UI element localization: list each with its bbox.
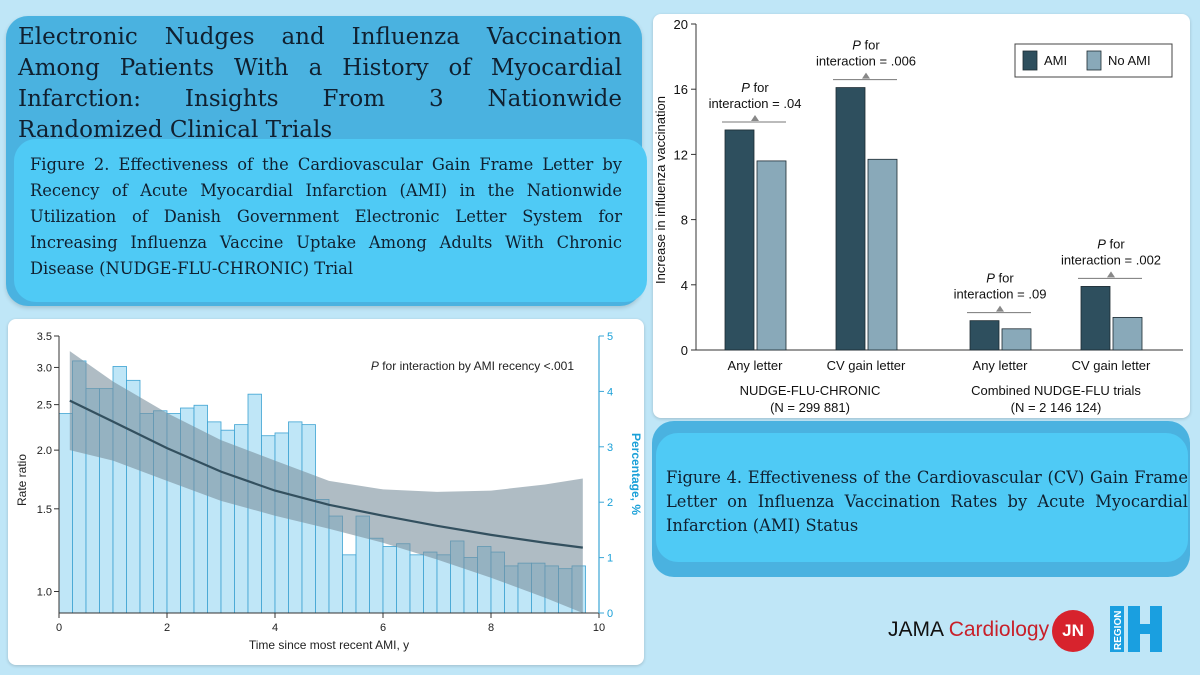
group-label: Combined NUDGE-FLU trials — [971, 383, 1141, 398]
y-tick-label: 2.5 — [37, 400, 52, 412]
p-for-label: P for — [852, 38, 880, 53]
x-axis-label: Time since most recent AMI, y — [249, 638, 409, 652]
y-tick-label: 8 — [681, 213, 688, 228]
bar-ami-2 — [835, 87, 866, 351]
figure2-caption-box: Figure 2. Effectiveness of the Cardiovas… — [14, 139, 647, 302]
bar-no-ami-1 — [756, 160, 787, 351]
x-tick-label: 4 — [272, 622, 278, 634]
y-tick-label: 12 — [674, 147, 688, 162]
figure4-caption-box: Figure 4. Effectiveness of the Cardiovas… — [656, 433, 1188, 562]
histogram-bar — [409, 554, 424, 614]
bar-no-ami-3 — [1001, 328, 1032, 351]
group-label: NUDGE-FLU-CHRONIC — [740, 383, 881, 398]
y-tick-label: 16 — [674, 82, 688, 97]
y-tick-label: 3.0 — [37, 362, 52, 374]
y2-axis-label: Percentage, % — [629, 433, 643, 515]
p-for-label: P for — [741, 80, 769, 95]
figure2-caption: Figure 2. Effectiveness of the Cardiovas… — [30, 155, 622, 278]
category-label: CV gain letter — [1072, 358, 1151, 373]
category-label: Any letter — [973, 358, 1029, 373]
bar-no-ami-2 — [867, 158, 898, 351]
category-label: CV gain letter — [827, 358, 906, 373]
y-tick-label: 4 — [681, 278, 688, 293]
figure4-caption-panel: Figure 4. Effectiveness of the Cardiovas… — [652, 421, 1190, 577]
y-axis-label: Rate ratio — [15, 454, 29, 506]
histogram-bar — [274, 432, 289, 614]
interaction-p-value: interaction = .006 — [816, 54, 916, 69]
bar-ami-4 — [1080, 286, 1111, 351]
x-tick-label: 8 — [488, 622, 494, 634]
x-tick-label: 6 — [380, 622, 386, 634]
cardiology-wordmark: Cardiology — [948, 618, 1050, 641]
y2-tick-label: 4 — [607, 386, 613, 398]
y2-tick-label: 2 — [607, 497, 613, 509]
bracket-arrow — [1107, 271, 1115, 278]
group-n-label: (N = 299 881) — [770, 400, 850, 415]
bar-ami-1 — [724, 129, 755, 351]
histogram-bar — [436, 554, 451, 614]
p-for-label: P for — [1097, 236, 1125, 251]
jama-wordmark: JAMA — [888, 618, 943, 641]
bracket-arrow — [751, 114, 759, 121]
legend-label: AMI — [1044, 53, 1067, 68]
page-title: Electronic Nudges and Influenza Vaccinat… — [18, 24, 622, 143]
p-for-label: P for — [986, 271, 1014, 286]
figure2-card: 1.0 1.5 2.0 2.5 3.0 3.5 0 2 4 6 8 10 0 1 2 3 4 5 P for in… — [8, 319, 644, 665]
p-interaction-annotation: P for interaction by AMI recency <.001 — [371, 359, 574, 373]
chart-legend: AMI No AMI — [1014, 43, 1173, 78]
rate-ratio-curve — [69, 399, 583, 549]
y-tick-label: 1.0 — [37, 587, 52, 599]
interaction-p-value: interaction = .002 — [1061, 252, 1161, 267]
legend-swatch — [1086, 50, 1102, 71]
histogram-bar — [369, 537, 384, 614]
interaction-p-value: interaction = .04 — [709, 96, 802, 111]
y-tick-label: 3.5 — [37, 331, 52, 343]
bar-no-ami-4 — [1112, 316, 1143, 351]
region-wordmark: REGION — [1113, 611, 1124, 650]
x-tick-label: 2 — [164, 622, 170, 634]
y-axis-label: Increase in influenza vaccination — [653, 96, 668, 284]
y-tick-label: 1.5 — [37, 504, 52, 516]
histogram-bar — [342, 554, 357, 614]
histogram-bar — [396, 543, 411, 614]
histogram-bar — [423, 551, 438, 614]
y2-tick-label: 3 — [607, 442, 613, 454]
y-tick-label: 0 — [681, 343, 688, 358]
x-tick-label: 10 — [593, 622, 605, 634]
y2-tick-label: 1 — [607, 553, 613, 565]
figure4-caption: Figure 4. Effectiveness of the Cardiovas… — [666, 468, 1188, 535]
y2-tick-label: 5 — [607, 331, 613, 343]
confidence-band — [69, 351, 583, 613]
x-tick-label: 0 — [56, 622, 62, 634]
y2-tick-label: 0 — [607, 608, 613, 620]
group-n-label: (N = 2 146 124) — [1011, 400, 1102, 415]
region-logo: REGION — [1110, 606, 1162, 652]
bracket-arrow — [996, 305, 1004, 312]
figure4-card: 0 4 8 12 16 20 P for interaction = .04 P for int… — [653, 14, 1190, 418]
histogram-bar — [382, 546, 397, 614]
y-tick-label: 20 — [674, 17, 688, 32]
bracket-arrow — [862, 72, 870, 79]
jama-cardiology-logo: JAMA Cardiology — [888, 610, 1049, 650]
legend-swatch — [1022, 50, 1038, 71]
title-panel: Electronic Nudges and Influenza Vaccinat… — [6, 16, 647, 306]
y-tick-label: 2.0 — [37, 445, 52, 457]
interaction-p-value: interaction = .09 — [954, 287, 1047, 302]
bar-ami-3 — [969, 320, 1000, 351]
jn-badge-icon: JN — [1052, 610, 1094, 652]
legend-label: No AMI — [1108, 53, 1151, 68]
category-label: Any letter — [728, 358, 784, 373]
